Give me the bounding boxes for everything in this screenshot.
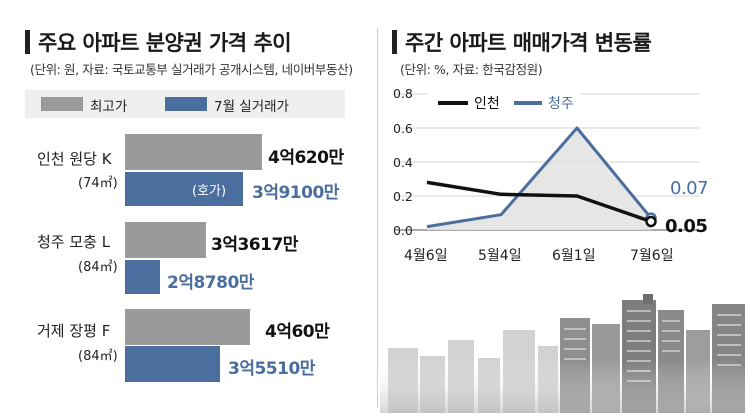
bar-july-2 <box>125 260 160 294</box>
right-title-accent <box>392 30 397 54</box>
category-name-3: 거제 장평 F <box>37 322 111 340</box>
bar-july-3 <box>125 346 220 382</box>
value-label-july-3: 3억5510만 <box>228 359 315 379</box>
asking-price-note: (호가) <box>192 184 227 199</box>
x-tick-label: 5월4일 <box>478 248 522 264</box>
bar-max-1 <box>125 134 262 170</box>
value-label-july-1: 3억9100만 <box>252 183 339 203</box>
y-tick-label: 0.6 <box>393 121 413 136</box>
left-chart-title: 주요 아파트 분양권 가격 추이 <box>38 31 292 55</box>
category-size-1: (74㎡) <box>78 176 118 191</box>
category-name-1: 인천 원당 K <box>37 150 112 168</box>
legend-swatch-july <box>165 97 207 111</box>
value-label-july-2: 2억8780만 <box>167 273 254 293</box>
y-tick-label: 0.8 <box>393 86 413 101</box>
skyline-haze <box>380 360 745 413</box>
series-area-cheongju <box>427 128 651 230</box>
legend-label-incheon: 인천 <box>474 96 500 112</box>
end-label-incheon: 0.05 <box>665 216 708 237</box>
category-size-3: (84㎡) <box>78 349 118 364</box>
legend-swatch-max <box>41 97 83 111</box>
y-tick-label: 0.4 <box>393 155 413 170</box>
legend-line-cheongju <box>514 101 542 105</box>
y-tick-label: 0.2 <box>393 189 413 204</box>
x-tick-label: 6월1일 <box>552 248 596 264</box>
category-size-2: (84㎡) <box>78 260 118 275</box>
x-tick-label: 7월6일 <box>630 248 674 264</box>
bar-max-2 <box>125 222 206 258</box>
left-title-accent <box>25 30 30 54</box>
panel-divider <box>377 28 378 408</box>
bar-july-1 <box>125 172 243 206</box>
x-tick-label: 4월6일 <box>404 248 448 264</box>
bar-max-3 <box>125 309 250 345</box>
category-name-2: 청주 모충 L <box>37 233 111 251</box>
legend-label-max: 최고가 <box>90 99 128 115</box>
right-chart-source: (단위: %, 자료: 한국감정원) <box>400 62 543 77</box>
end-label-cheongju: 0.07 <box>670 178 709 199</box>
legend-line-incheon <box>438 101 468 105</box>
right-chart-title: 주간 아파트 매매가격 변동률 <box>405 31 652 55</box>
legend-label-cheongju: 청주 <box>548 96 574 112</box>
y-tick-label: 0.0 <box>393 223 413 238</box>
value-label-max-1: 4억620만 <box>268 148 344 168</box>
legend-label-july: 7월 실거래가 <box>214 99 289 115</box>
left-chart-source: (단위: 원, 자료: 국토교통부 실거래가 공개시스템, 네이버부동산) <box>30 62 353 77</box>
series-line-incheon <box>426 180 652 224</box>
series-line-cheongju <box>426 126 653 229</box>
value-label-max-2: 3억3617만 <box>211 235 298 255</box>
value-label-max-3: 4억60만 <box>265 322 330 342</box>
end-point-incheon <box>645 215 657 228</box>
